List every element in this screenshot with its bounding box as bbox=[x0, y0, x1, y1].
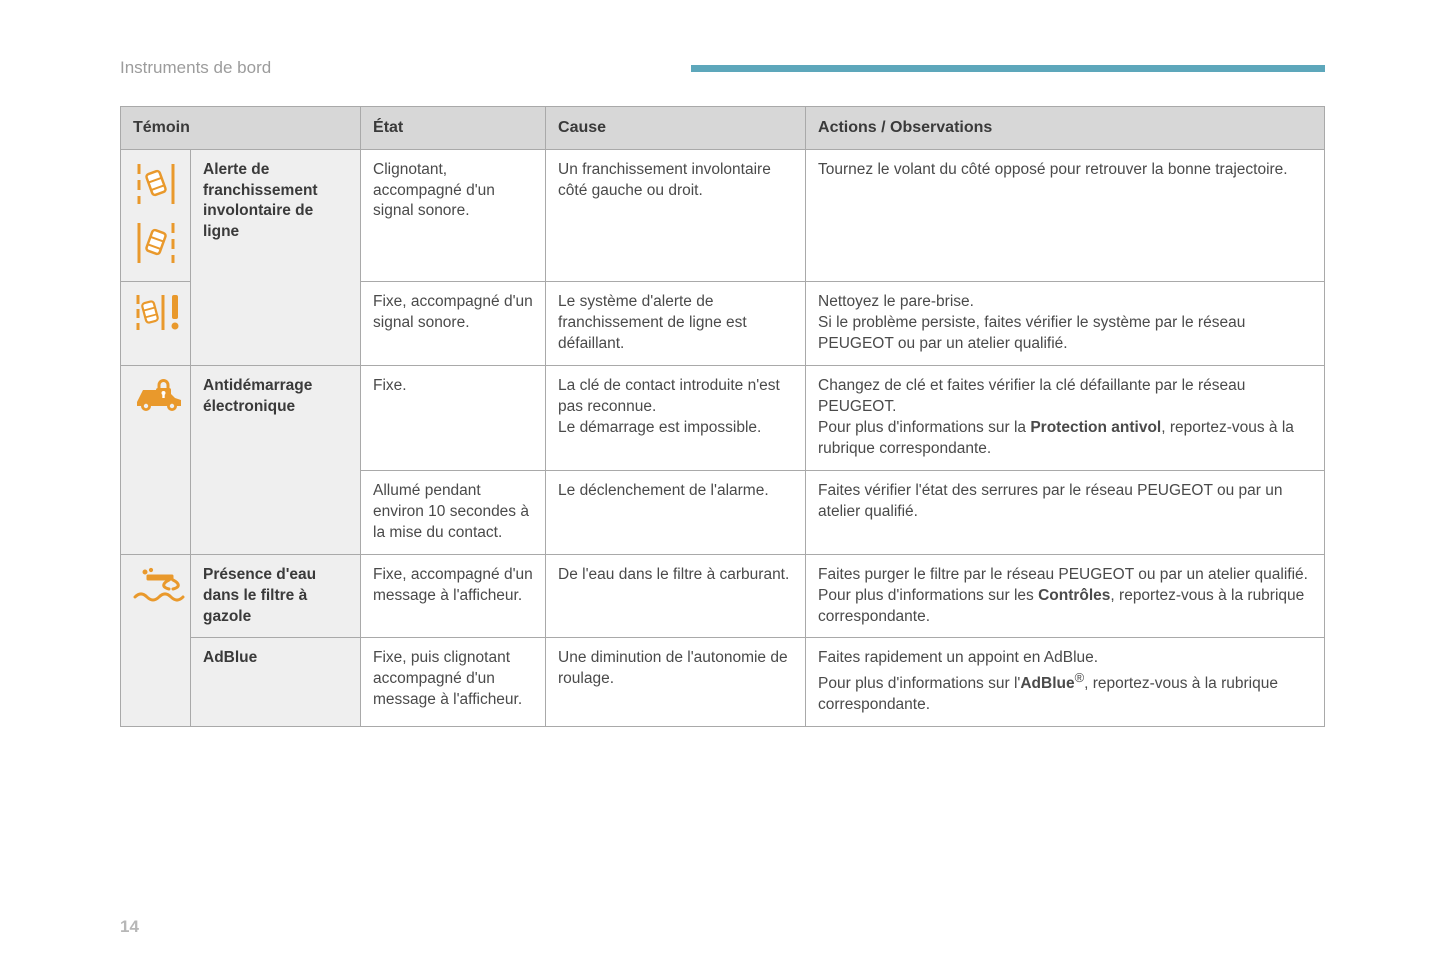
cell-state: Allumé pendant environ 10 secondes à la … bbox=[361, 470, 546, 554]
table-row: AdBlue Fixe, puis clignotant accompagné … bbox=[121, 638, 1325, 727]
cell-state: Fixe, accompagné d'un signal sonore. bbox=[361, 282, 546, 366]
cell-cause: Un franchissement involontaire côté gauc… bbox=[546, 149, 806, 282]
header-accent-bar bbox=[691, 65, 1325, 72]
indicator-name: Antidémarrage électronique bbox=[191, 366, 361, 554]
lane-departure-right-icon bbox=[133, 219, 179, 265]
cell-cause: La clé de contact introduite n'est pas r… bbox=[546, 366, 806, 471]
cell-state: Clignotant, accompagné d'un signal sonor… bbox=[361, 149, 546, 282]
icon-cell-lane-depart bbox=[121, 149, 191, 282]
cell-state: Fixe, accompagné d'un message à l'affich… bbox=[361, 554, 546, 638]
action-text-bold: Protection antivol bbox=[1030, 419, 1161, 436]
cell-cause: Le déclenchement de l'alarme. bbox=[546, 470, 806, 554]
cell-cause: Une diminution de l'autonomie de roulage… bbox=[546, 638, 806, 727]
cell-action: Changez de clé et faites vérifier la clé… bbox=[806, 366, 1325, 471]
section-title: Instruments de bord bbox=[120, 58, 271, 78]
table-row: Antidémarrage électronique Fixe. La clé … bbox=[121, 366, 1325, 471]
lane-departure-fault-icon bbox=[133, 292, 183, 332]
icon-cell-immobilizer bbox=[121, 366, 191, 554]
cell-action: Faites vérifier l'état des serrures par … bbox=[806, 470, 1325, 554]
action-text-bold: AdBlue bbox=[1020, 676, 1074, 693]
action-text-bold: Contrôles bbox=[1038, 587, 1110, 604]
table-row: Alerte de franchissement involontaire de… bbox=[121, 149, 1325, 282]
cell-cause: Le système d'alerte de franchissement de… bbox=[546, 282, 806, 366]
cell-action: Faites rapidement un appoint en AdBlue.P… bbox=[806, 638, 1325, 727]
cell-action: Nettoyez le pare-brise.Si le problème pe… bbox=[806, 282, 1325, 366]
cell-action: Faites purger le filtre par le réseau PE… bbox=[806, 554, 1325, 638]
indicator-name: Présence d'eau dans le filtre à gazole bbox=[191, 554, 361, 638]
page-number: 14 bbox=[120, 917, 139, 937]
indicator-name: Alerte de franchissement involontaire de… bbox=[191, 149, 361, 366]
cell-state: Fixe. bbox=[361, 366, 546, 471]
indicators-table: Témoin État Cause Actions / Observations bbox=[120, 106, 1325, 727]
cell-action: Tournez le volant du côté opposé pour re… bbox=[806, 149, 1325, 282]
th-etat: État bbox=[361, 107, 546, 150]
icon-cell-water-fuel bbox=[121, 554, 191, 727]
water-in-fuel-icon bbox=[133, 565, 185, 605]
th-temoin: Témoin bbox=[121, 107, 361, 150]
th-cause: Cause bbox=[546, 107, 806, 150]
action-text-sup: ® bbox=[1075, 670, 1085, 685]
icon-cell-lane-fault bbox=[121, 282, 191, 366]
th-actions: Actions / Observations bbox=[806, 107, 1325, 150]
lane-departure-left-icon bbox=[133, 160, 179, 206]
cell-cause: De l'eau dans le filtre à carburant. bbox=[546, 554, 806, 638]
immobilizer-icon bbox=[133, 376, 185, 416]
table-row: Présence d'eau dans le filtre à gazole F… bbox=[121, 554, 1325, 638]
table-header-row: Témoin État Cause Actions / Observations bbox=[121, 107, 1325, 150]
indicator-name: AdBlue bbox=[191, 638, 361, 727]
cell-state: Fixe, puis clignotant accompagné d'un me… bbox=[361, 638, 546, 727]
